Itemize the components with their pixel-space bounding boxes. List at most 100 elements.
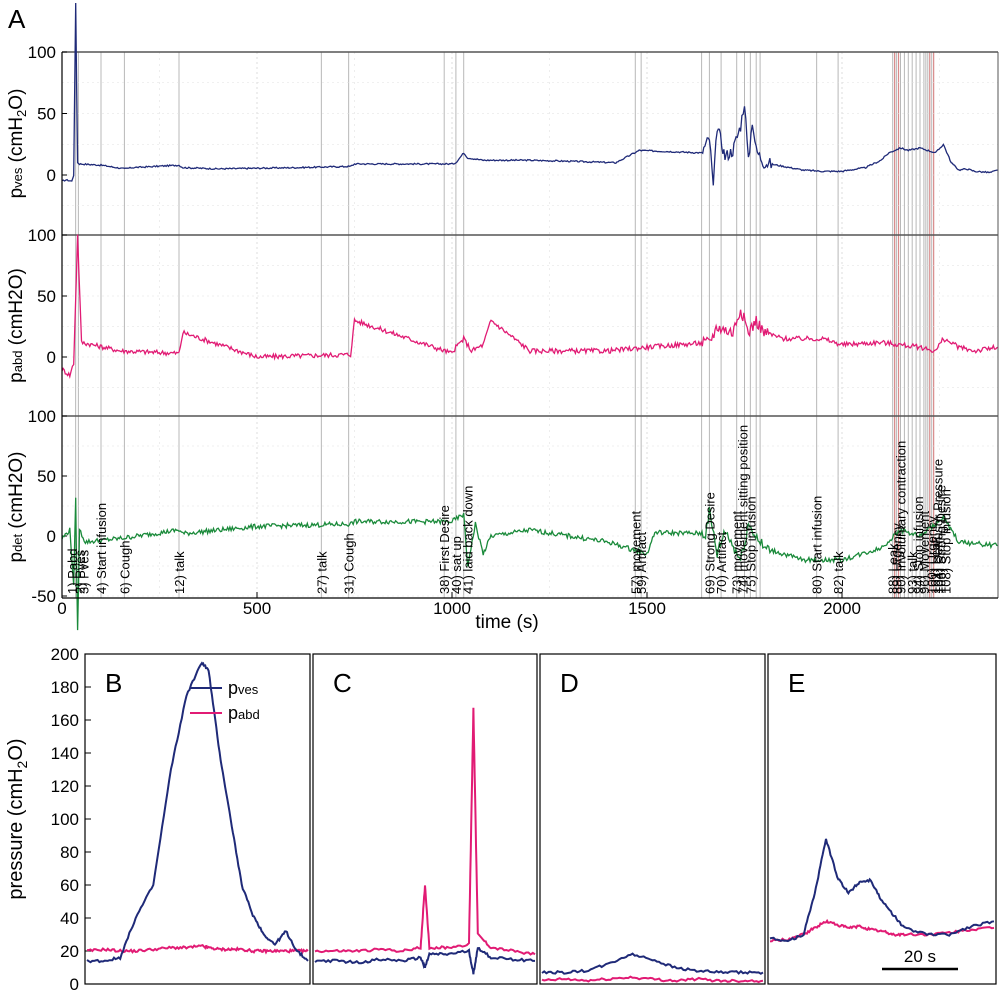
- event-label: 70) Artifact: [714, 531, 729, 594]
- y-tick-label-be: 180: [51, 678, 79, 697]
- ylabel-unit-sub: 2: [14, 110, 29, 117]
- panel-frame-b: [84, 653, 311, 985]
- event-label: 104) Detrusor Pressure: [931, 459, 946, 594]
- ylabel-text: pressure (cmH: [5, 768, 27, 899]
- y-tick-label-be: 160: [51, 711, 79, 730]
- ylabel-main: p: [6, 552, 27, 563]
- y-tick-label-be: 140: [51, 744, 79, 763]
- panels-b-to-e: 0 20 40 60 80 100 120 140 160 180 200 pressure (cmH…: [5, 645, 997, 990]
- ylabel-unit: (cmH2O): [6, 268, 27, 345]
- panel-label-c: C: [333, 668, 352, 698]
- y-tick-label: 100: [28, 43, 56, 62]
- ylabel-sub: 2: [14, 760, 30, 768]
- event-label: 38) First Desire: [437, 505, 452, 594]
- event-label: 59) Artifact: [634, 531, 649, 594]
- y-axis-label-pdet: pdet (cmH2O): [6, 452, 27, 563]
- event-label: 75) Stop infusion: [743, 496, 758, 594]
- event-label: 80) Start infusion: [810, 496, 825, 594]
- event-label: 27) talk: [314, 551, 329, 594]
- event-label: 3) Pves: [77, 549, 92, 594]
- ylabel-main: p: [6, 372, 27, 383]
- trace-pabd-panel-c: [314, 707, 536, 956]
- event-label: 73) movement: [730, 511, 745, 594]
- event-label: 41) laid back down: [461, 486, 476, 594]
- y-tick-label: 0: [47, 348, 56, 367]
- event-label: 57) movement: [628, 511, 643, 594]
- x-tick-label: 2000: [823, 599, 861, 618]
- y-tick-label: 50: [37, 105, 56, 124]
- y-tick-label-be: 100: [51, 810, 79, 829]
- event-label: 12) talk: [172, 551, 187, 594]
- trace-pdet: [61, 497, 999, 631]
- x-axis-label: time (s): [475, 612, 538, 633]
- ylabel-sub: ves: [10, 167, 25, 188]
- y-tick-label-be: 20: [60, 942, 79, 961]
- y-tick-label-be: 60: [60, 876, 79, 895]
- panel-frame-d: [539, 653, 766, 985]
- ylabel-sub: abd: [10, 351, 25, 373]
- legend-label-ves: pves: [228, 678, 259, 698]
- y-tick-label: -50: [31, 587, 56, 606]
- event-label: 2) Pves: [73, 549, 88, 594]
- trace-pves-panel-c: [314, 947, 535, 975]
- event-label: 82) talk: [831, 551, 846, 594]
- legend-label-abd: pabd: [228, 703, 260, 723]
- trace-pabd-panel-e: [769, 918, 995, 943]
- y-axis-label-pves: pves (cmH2O): [6, 89, 29, 199]
- ylabel-end: O): [5, 738, 27, 760]
- y-tick-label: 100: [28, 226, 56, 245]
- event-label: 4) Start infusion: [94, 503, 109, 594]
- ylabel-unit-end: O): [6, 89, 27, 110]
- event-label: 74) movement sitting position: [736, 425, 751, 594]
- ylabel-main: p: [6, 188, 27, 199]
- event-label: 108) Stop infusion: [938, 489, 953, 594]
- y-axis-label-pabd: pabd (cmH2O): [6, 268, 27, 383]
- event-label: 69) Strong Desire: [702, 492, 717, 594]
- panel-label-e: E: [788, 668, 805, 698]
- panel-label-a: A: [8, 4, 26, 34]
- y-tick-label-be: 40: [60, 909, 79, 928]
- trace-pves-panel-b: [86, 661, 309, 964]
- x-tick-label: 1000: [433, 599, 471, 618]
- y-tick-label: 50: [37, 287, 56, 306]
- legend-sub: ves: [238, 682, 259, 697]
- y-tick-label: 0: [47, 166, 56, 185]
- event-label: 93) talk: [905, 551, 920, 594]
- event-label: 6) Cough: [117, 541, 132, 594]
- event-label: 90) Involuntary contraction: [894, 441, 909, 594]
- event-label: 31) Cough: [342, 533, 357, 594]
- legend-name: p: [228, 678, 238, 698]
- event-label: 101) Leak: [928, 536, 943, 594]
- x-tick-label: 1500: [628, 599, 666, 618]
- panel-frame-c: [312, 653, 538, 985]
- trace-pabd-panel-d: [541, 975, 764, 984]
- trace-pabd: [61, 234, 999, 380]
- event-label: 94) Stop infusion: [911, 496, 926, 594]
- trace-pves: [61, 2, 998, 186]
- event-label: 1) Pabd: [65, 548, 80, 594]
- trace-pves-panel-d: [541, 952, 764, 975]
- panel-label-b: B: [105, 668, 122, 698]
- scale-bar-label: 20 s: [904, 947, 936, 966]
- y-tick-label-be: 80: [60, 843, 79, 862]
- event-label: 96) Movement: [917, 511, 932, 594]
- ylabel-unit: (cmH2O): [6, 452, 27, 529]
- panel-frame-e: [767, 653, 997, 985]
- trace-pabd-panel-b: [87, 943, 309, 955]
- y-tick-label-be: 200: [51, 645, 79, 664]
- ylabel-unit: (cmH: [6, 117, 27, 162]
- y-axis-label-pressure: pressure (cmH2O): [5, 738, 30, 899]
- event-label: 40) sat up: [449, 536, 464, 594]
- event-label: 106) Strong Desire: [933, 485, 948, 594]
- legend-sub: abd: [238, 707, 260, 722]
- ylabel-sub: det: [10, 533, 25, 551]
- event-label: 100) Urgency: [925, 515, 940, 594]
- y-tick-label: 100: [28, 407, 56, 426]
- x-tick-label: 0: [57, 599, 66, 618]
- y-tick-label: 50: [37, 467, 56, 486]
- event-label: 88) Leak: [886, 543, 901, 594]
- legend-name: p: [228, 703, 238, 723]
- y-tick-label-be: 120: [51, 777, 79, 796]
